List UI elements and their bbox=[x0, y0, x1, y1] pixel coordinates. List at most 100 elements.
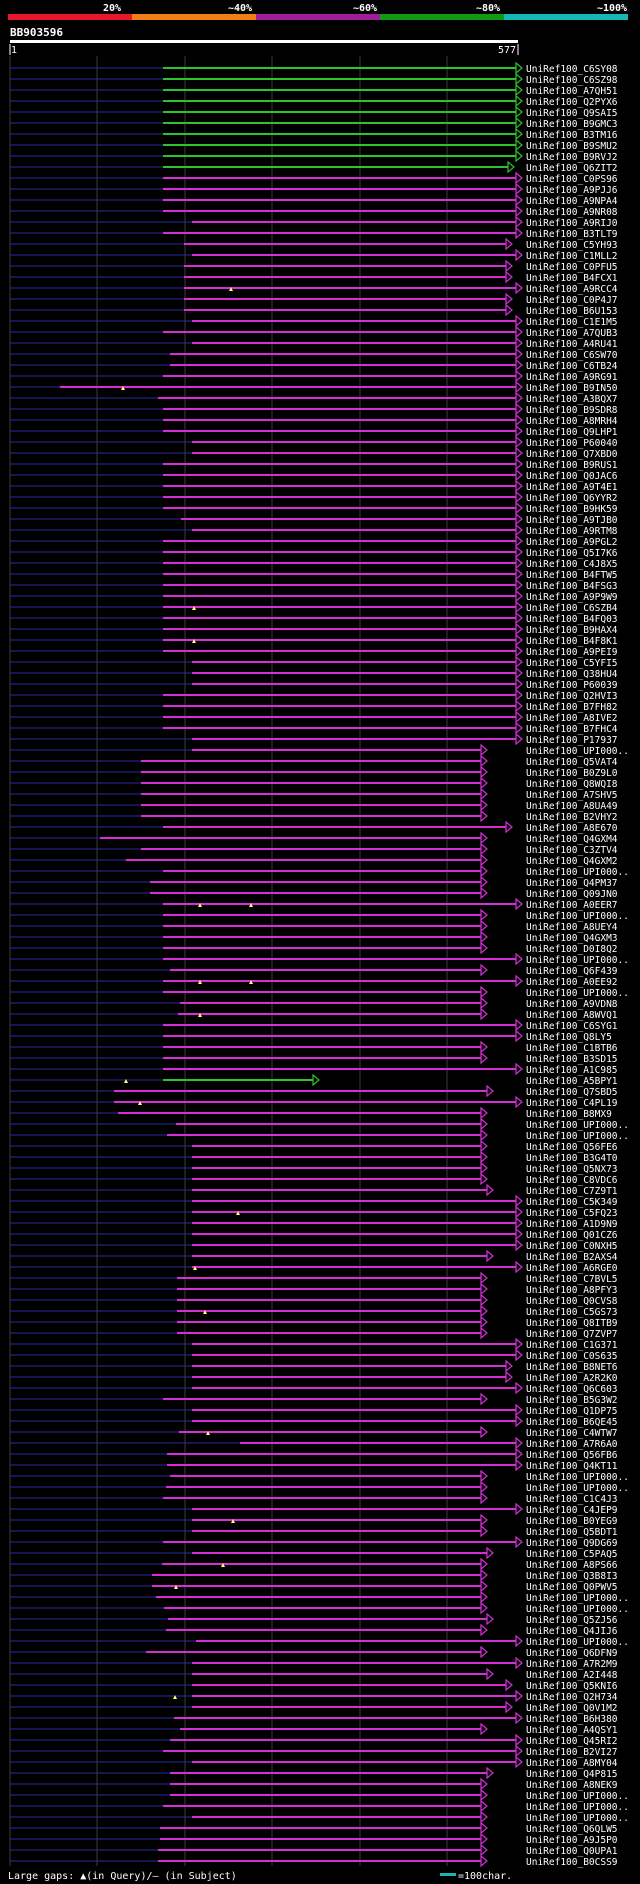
hit-label[interactable]: UniRef100_C3ZTV4 bbox=[526, 845, 618, 856]
hit-label[interactable]: UniRef100_Q4JIJ6 bbox=[526, 1626, 618, 1637]
hit-row[interactable]: UniRef100_A8IVE2 bbox=[10, 710, 618, 724]
alignment-bar[interactable] bbox=[163, 331, 516, 333]
hit-row[interactable]: UniRef100_A9RG91 bbox=[10, 369, 618, 383]
alignment-bar[interactable] bbox=[192, 1156, 481, 1158]
hit-label[interactable]: UniRef100_A4RU41 bbox=[526, 339, 618, 350]
alignment-bar[interactable] bbox=[192, 749, 481, 751]
hit-label[interactable]: UniRef100_A8MRH4 bbox=[526, 416, 618, 427]
hit-label[interactable]: UniRef100_A8PS66 bbox=[526, 1560, 618, 1571]
alignment-bar[interactable] bbox=[163, 408, 516, 410]
hit-row[interactable]: UniRef100_B6H380 bbox=[10, 1711, 618, 1725]
alignment-bar[interactable] bbox=[192, 320, 516, 322]
hit-row[interactable]: UniRef100_C6SZB4 bbox=[10, 600, 618, 614]
alignment-bar[interactable] bbox=[114, 1101, 516, 1103]
hit-label[interactable]: UniRef100_A8NEK9 bbox=[526, 1780, 618, 1791]
hit-row[interactable]: UniRef100_Q5ZJ56 bbox=[10, 1612, 618, 1626]
hit-row[interactable]: UniRef100_A6RGE0 bbox=[10, 1260, 618, 1274]
hit-label[interactable]: UniRef100_C6SYG1 bbox=[526, 1021, 618, 1032]
alignment-bar[interactable] bbox=[163, 617, 516, 619]
hit-label[interactable]: UniRef100_B9HK59 bbox=[526, 504, 618, 515]
hit-label[interactable]: UniRef100_Q5BDT1 bbox=[526, 1527, 618, 1538]
alignment-bar[interactable] bbox=[180, 1728, 481, 1730]
hit-row[interactable]: UniRef100_A9RTM8 bbox=[10, 523, 618, 537]
hit-label[interactable]: UniRef100_P17937 bbox=[526, 735, 618, 746]
hit-label[interactable]: UniRef100_Q5VAT4 bbox=[526, 757, 618, 768]
hit-label[interactable]: UniRef100_Q6C603 bbox=[526, 1384, 618, 1395]
hit-row[interactable]: UniRef100_C7Z9T1 bbox=[10, 1183, 618, 1197]
hit-row[interactable]: UniRef100_Q8WQI8 bbox=[10, 776, 618, 790]
alignment-bar[interactable] bbox=[163, 67, 516, 69]
hit-label[interactable]: UniRef100_A9T4E1 bbox=[526, 482, 618, 493]
hit-row[interactable]: UniRef100_A9RIJ0 bbox=[10, 215, 618, 229]
alignment-bar[interactable] bbox=[163, 166, 508, 168]
hit-label[interactable]: UniRef100_A7QH51 bbox=[526, 86, 618, 97]
hit-label[interactable]: UniRef100_A9RCC4 bbox=[526, 284, 618, 295]
alignment-bar[interactable] bbox=[184, 243, 506, 245]
hit-label[interactable]: UniRef100_A7SHV5 bbox=[526, 790, 618, 801]
alignment-bar[interactable] bbox=[192, 1409, 516, 1411]
hit-label[interactable]: UniRef100_B3G4T0 bbox=[526, 1153, 618, 1164]
alignment-bar[interactable] bbox=[163, 716, 516, 718]
alignment-bar[interactable] bbox=[163, 914, 481, 916]
alignment-bar[interactable] bbox=[163, 144, 516, 146]
alignment-bar[interactable] bbox=[168, 1618, 487, 1620]
hit-label[interactable]: UniRef100_A9RTM8 bbox=[526, 526, 618, 537]
hit-row[interactable]: UniRef100_Q2HVI3 bbox=[10, 688, 618, 702]
hit-label[interactable]: UniRef100_A8WVQ1 bbox=[526, 1010, 618, 1021]
alignment-bar[interactable] bbox=[179, 1431, 481, 1433]
hit-row[interactable]: UniRef100_P17937 bbox=[10, 732, 618, 746]
hit-row[interactable]: UniRef100_B6U153 bbox=[10, 303, 618, 317]
hit-label[interactable]: UniRef100_C5K349 bbox=[526, 1197, 618, 1208]
hit-row[interactable]: UniRef100_B9RVJ2 bbox=[10, 149, 618, 163]
alignment-bar[interactable] bbox=[192, 672, 516, 674]
alignment-bar[interactable] bbox=[178, 1013, 481, 1015]
hit-row[interactable]: UniRef100_Q8LY5 bbox=[10, 1029, 612, 1043]
hit-label[interactable]: UniRef100_Q2HVI3 bbox=[526, 691, 618, 702]
alignment-bar[interactable] bbox=[163, 177, 516, 179]
hit-label[interactable]: UniRef100_C6SZ98 bbox=[526, 75, 618, 86]
alignment-bar[interactable] bbox=[163, 78, 516, 80]
hit-row[interactable]: UniRef100_A0EE92 bbox=[10, 974, 618, 988]
alignment-bar[interactable] bbox=[163, 947, 481, 949]
hit-label[interactable]: UniRef100_Q9DG69 bbox=[526, 1538, 618, 1549]
hit-label[interactable]: UniRef100_C7Z9T1 bbox=[526, 1186, 618, 1197]
hit-row[interactable]: UniRef100_B9GMC3 bbox=[10, 116, 618, 130]
alignment-bar[interactable] bbox=[192, 254, 516, 256]
hit-row[interactable]: UniRef100_Q2PYX6 bbox=[10, 94, 618, 108]
alignment-bar[interactable] bbox=[192, 1695, 516, 1697]
hit-label[interactable]: UniRef100_C1C4J3 bbox=[526, 1494, 618, 1505]
hit-label[interactable]: UniRef100_B9HAX4 bbox=[526, 625, 618, 636]
alignment-bar[interactable] bbox=[192, 1167, 481, 1169]
alignment-bar[interactable] bbox=[163, 639, 516, 641]
hit-row[interactable]: UniRef100_Q0UPA1 bbox=[10, 1843, 618, 1857]
hit-label[interactable]: UniRef100_Q45RI2 bbox=[526, 1736, 618, 1747]
alignment-bar[interactable] bbox=[163, 595, 516, 597]
hit-row[interactable]: UniRef100_UPI000.. bbox=[10, 1788, 629, 1802]
hit-row[interactable]: UniRef100_Q6YYR2 bbox=[10, 490, 618, 504]
hit-label[interactable]: UniRef100_A5BPY1 bbox=[526, 1076, 618, 1087]
hit-row[interactable]: UniRef100_C0PS96 bbox=[10, 171, 618, 185]
hit-label[interactable]: UniRef100_A8E670 bbox=[526, 823, 618, 834]
hit-label[interactable]: UniRef100_A7R2M9 bbox=[526, 1659, 618, 1670]
alignment-bar[interactable] bbox=[126, 859, 481, 861]
alignment-bar[interactable] bbox=[141, 815, 481, 817]
hit-row[interactable]: UniRef100_C5YH93 bbox=[10, 237, 618, 251]
hit-row[interactable]: UniRef100_C6SZ98 bbox=[10, 72, 618, 86]
hit-row[interactable]: UniRef100_Q7XBD0 bbox=[10, 446, 618, 460]
hit-label[interactable]: UniRef100_Q7ZVP7 bbox=[526, 1329, 618, 1340]
alignment-bar[interactable] bbox=[192, 342, 516, 344]
hit-label[interactable]: UniRef100_A9P9W9 bbox=[526, 592, 618, 603]
hit-row[interactable]: UniRef100_C5FQ23 bbox=[10, 1205, 618, 1219]
alignment-bar[interactable] bbox=[163, 1398, 481, 1400]
hit-label[interactable]: UniRef100_UPI000.. bbox=[526, 1131, 629, 1142]
alignment-bar[interactable] bbox=[163, 210, 516, 212]
alignment-bar[interactable] bbox=[180, 1002, 481, 1004]
alignment-bar[interactable] bbox=[192, 738, 516, 740]
hit-label[interactable]: UniRef100_C1BTB6 bbox=[526, 1043, 618, 1054]
alignment-bar[interactable] bbox=[152, 1574, 481, 1576]
alignment-bar[interactable] bbox=[196, 1640, 516, 1642]
hit-row[interactable]: UniRef100_C4JEP9 bbox=[10, 1502, 618, 1516]
alignment-bar[interactable] bbox=[192, 1673, 487, 1675]
hit-row[interactable]: UniRef100_A9TJB0 bbox=[10, 512, 618, 526]
hit-label[interactable]: UniRef100_Q9SAI5 bbox=[526, 108, 618, 119]
